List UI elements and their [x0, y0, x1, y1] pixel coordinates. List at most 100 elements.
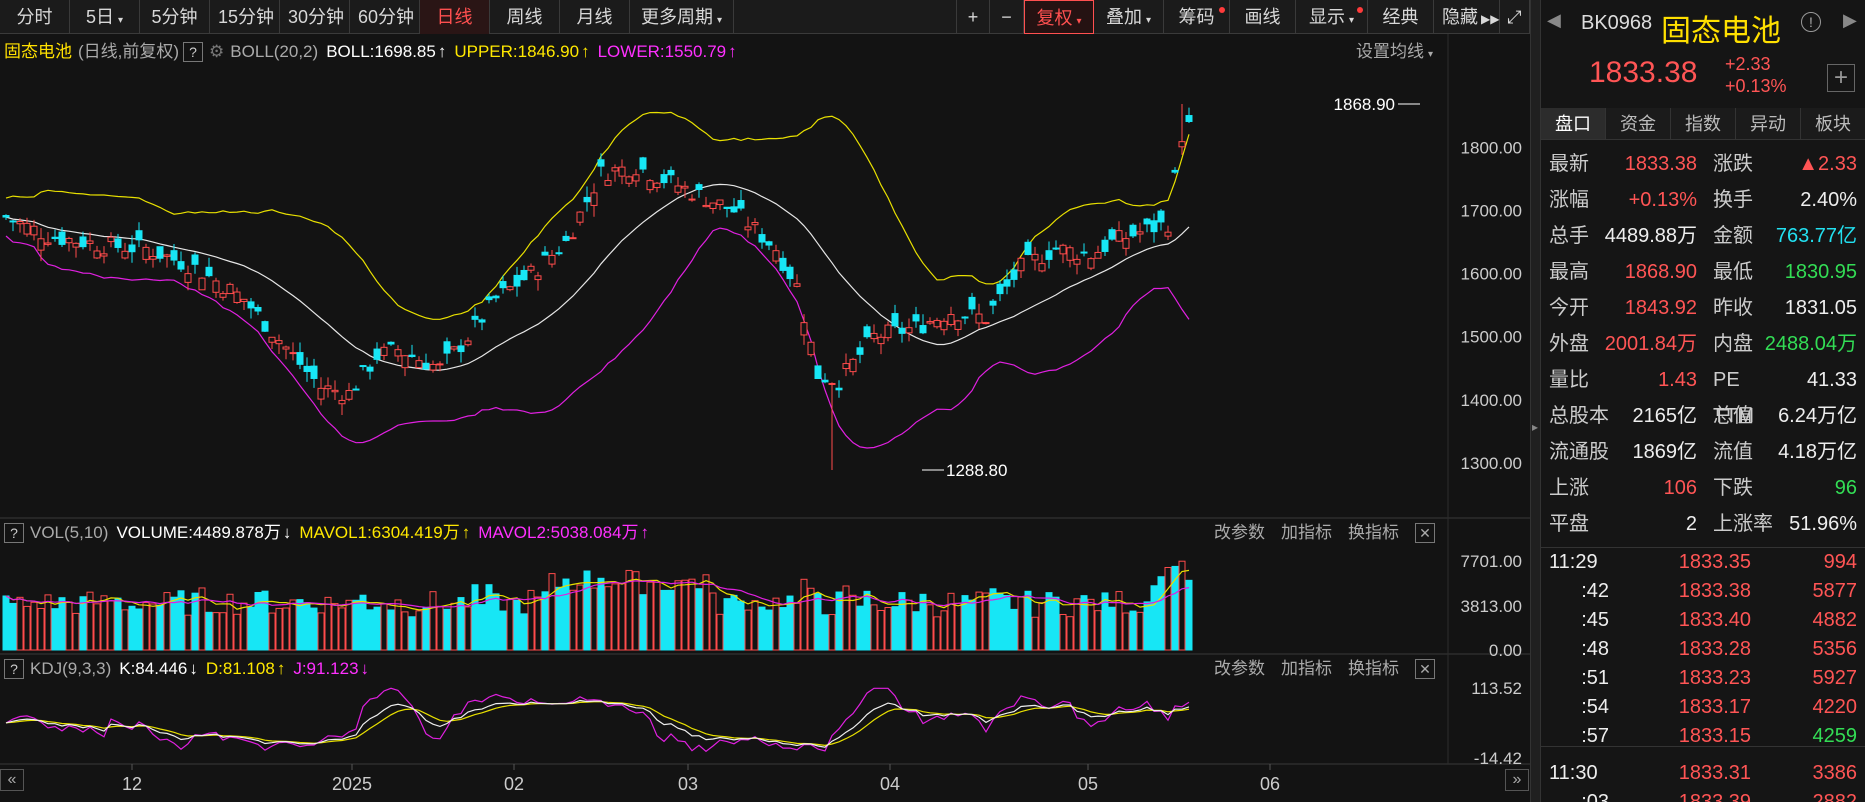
volume-bar: [905, 599, 913, 651]
volume-bar: [478, 604, 486, 651]
price-tick-label: 1700.00: [1461, 202, 1522, 221]
draw-button[interactable]: 画线: [1230, 0, 1296, 34]
collapse-icon[interactable]: ▸: [1532, 420, 1539, 434]
period-5day[interactable]: 5日 ▾: [70, 0, 140, 34]
next-icon[interactable]: ▶: [1843, 10, 1857, 30]
classic-button[interactable]: 经典: [1368, 0, 1434, 34]
candle: [296, 352, 304, 365]
candle: [100, 253, 108, 257]
period-fenshi[interactable]: 分时: [0, 0, 70, 34]
stat-value: 1868.90: [1624, 261, 1697, 283]
panel-divider[interactable]: ▸: [1530, 0, 1540, 802]
tab-sector[interactable]: 板块: [1801, 108, 1865, 139]
candle: [800, 322, 808, 336]
candle: [751, 222, 759, 226]
help-icon[interactable]: ?: [4, 523, 24, 543]
gear-icon[interactable]: ⚙: [209, 42, 225, 61]
hide-button[interactable]: 隐藏 ▶▶: [1434, 0, 1500, 34]
candle: [471, 315, 479, 320]
tab-handicap[interactable]: 盘口: [1541, 108, 1606, 139]
period-60min[interactable]: 60分钟: [350, 0, 420, 34]
help-icon[interactable]: ?: [183, 42, 204, 62]
volume-bar: [646, 581, 654, 651]
tab-index[interactable]: 指数: [1671, 108, 1736, 139]
volume-bar: [534, 596, 542, 651]
volume-bar: [807, 587, 815, 651]
add-watchlist-icon[interactable]: +: [1827, 64, 1855, 92]
scroll-right-icon[interactable]: »: [1505, 769, 1529, 791]
vol-links: 改参数 加指标 换指标 ✕: [1198, 521, 1435, 545]
stat-row: 流通股 1869亿 流值 4.18万亿: [1541, 434, 1865, 470]
display-button[interactable]: 显示 ▾: [1296, 0, 1368, 34]
volume-bar: [639, 594, 647, 651]
volume-bar: [331, 603, 339, 651]
candle: [16, 220, 24, 225]
zoom-out-button[interactable]: −: [990, 0, 1024, 34]
vol-edit-params[interactable]: 改参数: [1214, 523, 1265, 542]
candle: [1171, 169, 1179, 173]
period-5min[interactable]: 5分钟: [140, 0, 210, 34]
period-30min[interactable]: 30分钟: [280, 0, 350, 34]
vol-switch-indicator[interactable]: 换指标: [1348, 523, 1399, 542]
tick-price: 1833.23: [1678, 667, 1751, 689]
lower-band-line: [5, 227, 1190, 449]
scroll-left-icon[interactable]: «: [0, 769, 24, 791]
candle: [534, 275, 542, 281]
fullscreen-icon[interactable]: ⤢: [1500, 0, 1530, 34]
period-weekly[interactable]: 周线: [490, 0, 560, 34]
volume-bar: [891, 606, 899, 651]
kdj-edit-params[interactable]: 改参数: [1214, 659, 1265, 678]
candle: [156, 246, 164, 259]
prev-icon[interactable]: ◀: [1547, 10, 1561, 30]
chart-area[interactable]: 1800.00 1700.00 1600.00 1500.00 1400.00 1300.…: [0, 34, 1530, 802]
candle: [443, 341, 451, 354]
overlay-button[interactable]: 叠加 ▾: [1094, 0, 1164, 34]
zoom-in-button[interactable]: +: [956, 0, 990, 34]
volume-bar: [765, 609, 773, 651]
chart-canvas[interactable]: 1800.00 1700.00 1600.00 1500.00 1400.00 1300.…: [0, 34, 1530, 802]
candle: [338, 399, 346, 405]
vol-add-indicator[interactable]: 加指标: [1281, 523, 1332, 542]
stat-label: 上涨率: [1713, 513, 1773, 535]
volume-bar: [1171, 565, 1179, 651]
kdj-add-indicator[interactable]: 加指标: [1281, 659, 1332, 678]
tab-funds[interactable]: 资金: [1606, 108, 1671, 139]
volume-bar: [1108, 606, 1116, 651]
tick-price: 1833.28: [1678, 638, 1751, 660]
help-icon[interactable]: ?: [4, 659, 24, 679]
stat-row: 平盘 2 上涨率 51.96%: [1541, 506, 1865, 542]
volume-bar: [345, 599, 353, 651]
close-icon[interactable]: ✕: [1415, 523, 1435, 543]
candle: [303, 365, 311, 372]
stat-label: 涨幅: [1549, 189, 1589, 211]
ma-settings-link[interactable]: 设置均线 ▾: [1340, 40, 1433, 64]
tick-row: :51 1833.23 5927: [1541, 664, 1865, 693]
volume-bar: [954, 602, 962, 651]
adjust-button[interactable]: 复权 ▾: [1024, 0, 1094, 34]
candle: [170, 250, 178, 261]
stat-value: 96: [1834, 477, 1857, 499]
chevron-down-icon: ▾: [1428, 49, 1434, 60]
candle: [1150, 220, 1158, 233]
candle: [667, 169, 675, 176]
volume-bar: [485, 584, 493, 651]
candle: [835, 387, 843, 391]
tab-movement[interactable]: 异动: [1736, 108, 1801, 139]
close-icon[interactable]: ✕: [1415, 659, 1435, 679]
candle: [184, 273, 192, 283]
volume-bar: [632, 571, 640, 651]
candle: [716, 199, 724, 206]
info-icon[interactable]: !: [1801, 12, 1821, 32]
period-15min[interactable]: 15分钟: [210, 0, 280, 34]
price-tick-label: 1400.00: [1461, 391, 1522, 410]
volume-bar: [79, 596, 87, 651]
candle: [1094, 251, 1102, 259]
volume-bar: [261, 590, 269, 651]
period-daily[interactable]: 日线: [420, 0, 490, 34]
panel-tabs: 盘口 资金 指数 异动 板块: [1541, 108, 1865, 140]
stat-label: 涨跌: [1713, 153, 1753, 175]
more-periods-button[interactable]: 更多周期 ▾: [630, 0, 734, 34]
kdj-switch-indicator[interactable]: 换指标: [1348, 659, 1399, 678]
chips-button[interactable]: 筹码: [1164, 0, 1230, 34]
period-monthly[interactable]: 月线: [560, 0, 630, 34]
